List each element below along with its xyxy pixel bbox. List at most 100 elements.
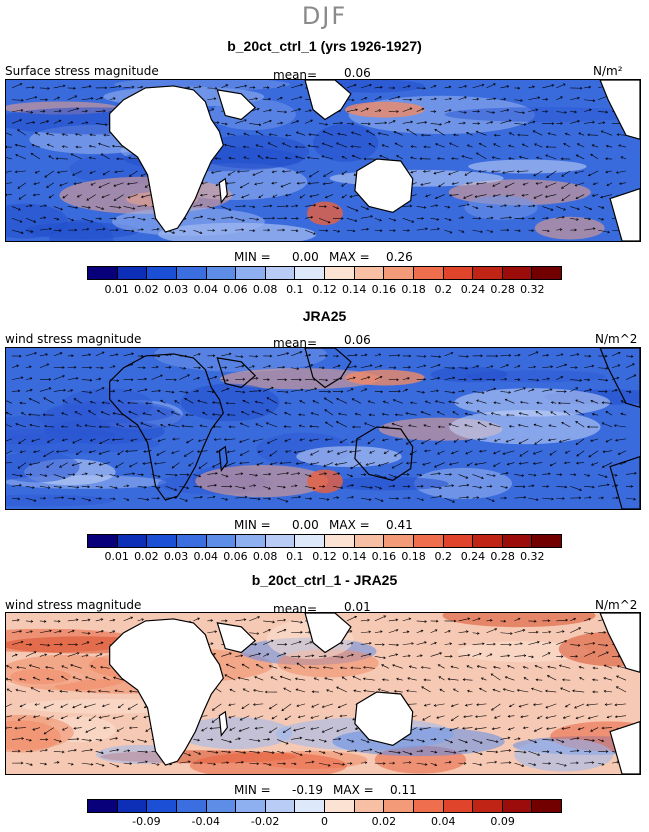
colorbar-tick-label: 0.02 [371, 815, 397, 828]
colorbar-swatch [147, 800, 177, 812]
colorbar-tick-label: 0.01 [104, 283, 129, 296]
colorbar-tick-label: 0.12 [312, 550, 337, 563]
min-value: 0.00 [292, 250, 319, 264]
max-value: 0.26 [386, 250, 413, 264]
colorbar-swatch [325, 267, 355, 279]
panel-title: b_20ct_ctrl_1 - JRA25 [251, 572, 398, 588]
colorbar-swatch [88, 267, 118, 279]
min-label: MIN = [234, 250, 271, 264]
mean-value: 0.06 [344, 333, 371, 347]
colorbar-tick-label: 0.12 [312, 283, 337, 296]
colorbar-tick-label: 0.02 [134, 283, 159, 296]
colorbar-tick-label: 0.28 [490, 283, 515, 296]
colorbar-swatch [502, 267, 533, 279]
colorbar-tick-label: 0.1 [286, 283, 304, 296]
colorbar-ticks: 0.01 0.02 0.03 0.04 0.06 0.08 0.1 0.12 0.14 0.16 0… [87, 550, 562, 564]
colorbar-swatch [88, 535, 118, 547]
colorbar-tick-label: 0.09 [490, 815, 515, 828]
mean-value: 0.01 [344, 600, 371, 614]
colorbar-swatch [295, 535, 325, 547]
colorbar-swatch [384, 800, 414, 812]
colorbar-swatch [502, 800, 533, 812]
units-label: N/m^2 [595, 332, 638, 346]
colorbar-swatch [265, 800, 296, 812]
colorbar-swatch [354, 267, 385, 279]
panel-title: JRA25 [302, 308, 347, 324]
colorbar-swatch [295, 800, 325, 812]
colorbar-swatch [473, 267, 503, 279]
colorbar-swatch [147, 535, 177, 547]
max-value: 0.11 [390, 783, 417, 797]
map-panel-2 [5, 347, 641, 510]
colorbar-swatch [117, 800, 148, 812]
colorbar-swatch [295, 267, 325, 279]
colorbar-tick-label: 0.04 [193, 550, 219, 563]
colorbar-tick-label: 0 [321, 815, 328, 828]
colorbar-swatch [88, 800, 118, 812]
colorbar-swatch [443, 267, 474, 279]
colorbar-swatch [384, 267, 414, 279]
colorbar-swatch [413, 535, 444, 547]
colorbar-tick-label: 0.04 [431, 815, 456, 828]
colorbar-swatch [325, 535, 355, 547]
colorbar-swatch [236, 535, 266, 547]
min-value: 0.00 [292, 518, 319, 532]
colorbar [87, 266, 562, 280]
colorbar-tick-label: 0.14 [341, 550, 367, 563]
colorbar-swatch [147, 267, 177, 279]
colorbar-swatch [236, 267, 266, 279]
colorbar-swatch [532, 535, 561, 547]
colorbar-tick-label: 0.18 [401, 550, 426, 563]
colorbar-swatch [443, 800, 474, 812]
colorbar-tick-label: 0.01 [104, 550, 129, 563]
colorbar-swatch [206, 267, 237, 279]
colorbar-swatch [117, 535, 148, 547]
colorbar-swatch [176, 800, 207, 812]
max-label: MAX = [333, 783, 374, 797]
mean-value: 0.06 [344, 66, 371, 80]
units-label: N/m^2 [595, 598, 638, 612]
colorbar-tick-label: 0.2 [434, 283, 453, 296]
colorbar-swatch [117, 267, 148, 279]
colorbar-swatch [354, 535, 385, 547]
max-label: MAX = [329, 518, 370, 532]
colorbar-swatch [176, 535, 207, 547]
colorbar-tick-label: 0.32 [520, 283, 545, 296]
colorbar-tick-label: 0.2 [434, 550, 453, 563]
colorbar-tick-label: 0.1 [286, 550, 304, 563]
colorbar-tick-label: 0.18 [401, 283, 426, 296]
colorbar-swatch [384, 535, 414, 547]
field-label: wind stress magnitude [5, 598, 142, 612]
colorbar-swatch [473, 800, 503, 812]
colorbar-swatch [354, 800, 385, 812]
colorbar-tick-label: -0.09 [132, 815, 161, 828]
colorbar-swatch [443, 535, 474, 547]
min-label: MIN = [234, 783, 271, 797]
colorbar-swatch [176, 267, 207, 279]
colorbar-swatch [413, 267, 444, 279]
colorbar-tick-label: 0.28 [490, 550, 515, 563]
units-label: N/m² [593, 64, 623, 78]
colorbar-tick-label: 0.08 [252, 550, 278, 563]
colorbar-ticks: 0.01 0.02 0.03 0.04 0.06 0.08 0.1 0.12 0.14 0.16 0… [87, 283, 562, 297]
colorbar-tick-label: 0.32 [520, 550, 545, 563]
colorbar-tick-label: 0.08 [252, 283, 278, 296]
colorbar-tick-label: 0.14 [341, 283, 367, 296]
mean-label: mean= [273, 336, 318, 350]
colorbar-swatch [473, 535, 503, 547]
colorbar [87, 534, 562, 548]
map-panel-3 [5, 612, 641, 775]
colorbar-tick-label: 0.02 [134, 550, 159, 563]
panel-title: b_20ct_ctrl_1 (yrs 1926-1927) [227, 38, 422, 54]
colorbar-swatch [236, 800, 266, 812]
colorbar-tick-label: 0.06 [223, 550, 248, 563]
colorbar-tick-label: 0.06 [223, 283, 248, 296]
map-panel-1 [5, 79, 641, 242]
colorbar [87, 799, 562, 813]
colorbar-tick-label: -0.02 [250, 815, 280, 828]
colorbar-swatch [265, 267, 296, 279]
colorbar-swatch [532, 800, 561, 812]
max-value: 0.41 [386, 518, 413, 532]
colorbar-tick-label: 0.03 [163, 283, 189, 296]
min-value: -0.19 [292, 783, 324, 797]
